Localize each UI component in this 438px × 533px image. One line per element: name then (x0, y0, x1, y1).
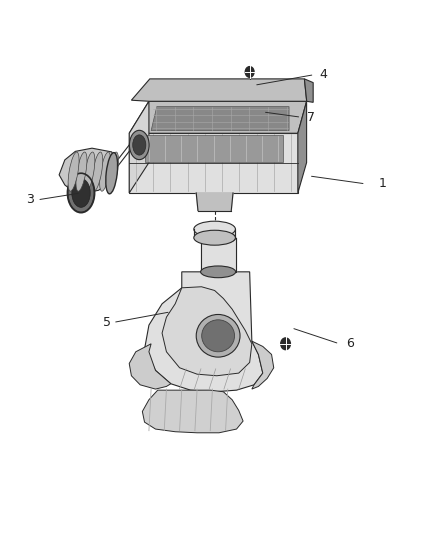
Polygon shape (151, 107, 289, 131)
Polygon shape (201, 238, 236, 272)
Circle shape (281, 338, 290, 350)
Polygon shape (304, 79, 313, 102)
Polygon shape (129, 101, 149, 193)
Polygon shape (145, 135, 283, 162)
Polygon shape (162, 287, 252, 376)
Ellipse shape (68, 152, 79, 191)
Ellipse shape (194, 230, 236, 245)
Ellipse shape (76, 152, 87, 191)
Polygon shape (59, 148, 117, 193)
Ellipse shape (68, 174, 94, 212)
Ellipse shape (201, 320, 235, 352)
Ellipse shape (130, 130, 149, 160)
Ellipse shape (201, 266, 236, 278)
Ellipse shape (133, 135, 146, 155)
Text: 7: 7 (307, 111, 314, 124)
Polygon shape (129, 101, 307, 133)
Text: 6: 6 (346, 337, 354, 350)
Ellipse shape (84, 152, 95, 191)
Ellipse shape (196, 314, 240, 357)
Text: 5: 5 (103, 316, 111, 329)
Polygon shape (129, 133, 298, 193)
Polygon shape (145, 272, 263, 392)
Polygon shape (131, 79, 307, 101)
Text: 1: 1 (379, 177, 387, 190)
Circle shape (245, 67, 254, 77)
Polygon shape (298, 101, 307, 193)
Polygon shape (129, 344, 171, 389)
Ellipse shape (99, 152, 111, 191)
Ellipse shape (107, 152, 119, 191)
Ellipse shape (72, 179, 90, 207)
Polygon shape (252, 341, 274, 389)
Ellipse shape (106, 152, 118, 194)
Text: 4: 4 (320, 68, 328, 81)
Polygon shape (142, 390, 243, 433)
Ellipse shape (92, 152, 103, 191)
Ellipse shape (201, 232, 236, 244)
Polygon shape (196, 193, 233, 211)
Text: 3: 3 (26, 193, 34, 206)
Ellipse shape (194, 221, 236, 237)
Polygon shape (194, 229, 235, 238)
